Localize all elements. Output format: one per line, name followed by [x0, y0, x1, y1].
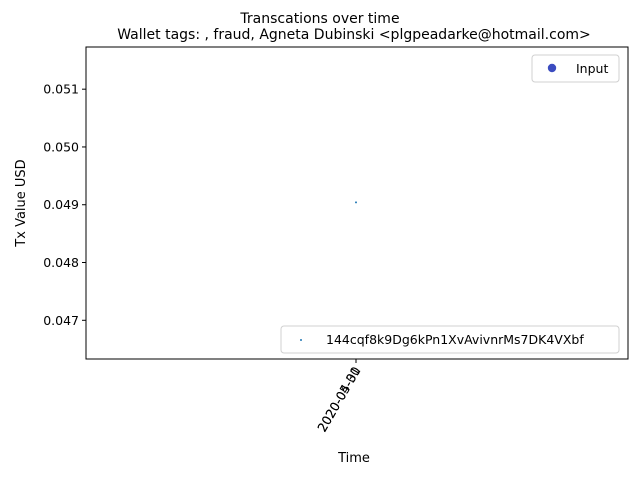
- legend-input-label: Input: [576, 61, 608, 76]
- chart-title: Wallet tags: , fraud, Agneta Dubinski <p…: [117, 27, 591, 43]
- y-tick-label: 0.049: [43, 197, 79, 212]
- legend-series-label: 144cqf8k9Dg6kPn1XvAvivnrMs7DK4VXbf: [326, 332, 584, 347]
- legend-input-marker: [547, 63, 557, 73]
- x-axis-label: Time: [337, 451, 370, 466]
- data-point: [355, 201, 357, 204]
- y-tick-label: 0.048: [43, 255, 79, 270]
- y-tick-label: 0.051: [43, 82, 79, 97]
- legend-input: Input: [531, 54, 620, 83]
- y-tick-label: 0.047: [43, 313, 79, 328]
- plot-area: [85, 46, 629, 360]
- chart-suptitle: Transcations over time: [239, 11, 399, 27]
- legend-series: 144cqf8k9Dg6kPn1XvAvivnrMs7DK4VXbf: [280, 325, 620, 354]
- y-tick-label: 0.050: [43, 139, 79, 154]
- data-points: [355, 201, 357, 204]
- x-tick-label: 2020-05-01: [314, 364, 363, 434]
- y-axis-label: Tx Value USD: [14, 159, 29, 247]
- legend-series-marker: [300, 339, 302, 341]
- y-ticks: 0.047 0.048 0.049 0.050 0.051: [43, 82, 86, 328]
